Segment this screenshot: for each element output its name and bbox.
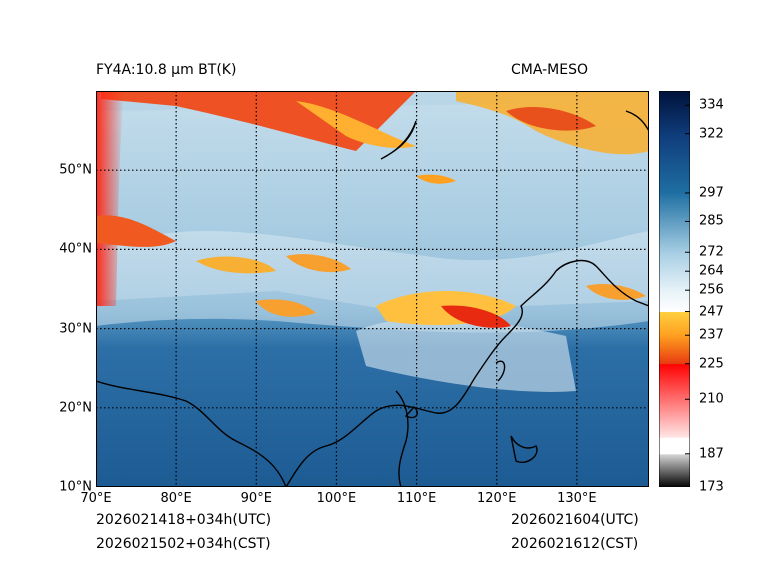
lon-tick-label: 70°E	[80, 491, 112, 506]
colorbar-segment	[659, 290, 690, 313]
map-border	[96, 91, 649, 487]
colorbar-segment	[659, 133, 690, 194]
colorbar-tick-label: 173	[699, 479, 724, 495]
init-time-cst: 2026021502+034h(CST)	[96, 536, 271, 552]
colorbar-segment	[659, 91, 690, 135]
colorbar-tick-label: 334	[699, 97, 724, 113]
colorbar-tick-label: 187	[699, 446, 724, 462]
lat-tick-label: 40°N	[59, 241, 92, 257]
background-field	[96, 91, 649, 487]
colorbar-tick-label: 264	[699, 263, 724, 279]
colorbar-tick-label: 285	[699, 213, 724, 229]
colorbar-tick-label: 225	[699, 356, 724, 372]
lon-tick-label: 110°E	[396, 491, 437, 506]
cold-cloud-regions	[96, 91, 649, 328]
colorbar-tick-label: 272	[699, 244, 724, 260]
lat-tick-label: 10°N	[59, 479, 92, 495]
valid-time-utc: 2026021604(UTC)	[511, 512, 639, 528]
colorbar-segment	[659, 437, 690, 455]
lat-tick-label: 50°N	[59, 162, 92, 178]
lon-tick-label: 120°E	[476, 491, 517, 506]
colorbar-segment	[659, 192, 690, 253]
product-title: FY4A:10.8 µm BT(K)	[96, 62, 237, 78]
colorbar-tick-label: 297	[699, 185, 724, 201]
colorbar-tick-label: 210	[699, 391, 724, 407]
init-time-utc: 2026021418+034h(UTC)	[96, 512, 272, 528]
colorbar-tick-label: 247	[699, 304, 724, 320]
colorbar-tick-label: 322	[699, 126, 724, 142]
satellite-map	[96, 91, 649, 487]
lat-tick-label: 20°N	[59, 400, 92, 416]
lon-tick-label: 80°E	[160, 491, 192, 506]
valid-time-cst: 2026021612(CST)	[511, 536, 639, 552]
lon-tick-label: 90°E	[240, 491, 272, 506]
colorbar-segment	[659, 311, 690, 336]
colorbar-segment	[659, 252, 690, 291]
lat-tick-label: 30°N	[59, 321, 92, 337]
lon-tick-label: 130°E	[557, 491, 597, 506]
colorbar-segment	[659, 363, 690, 438]
model-name: CMA-MESO	[511, 62, 589, 78]
colorbar-segment	[659, 335, 690, 365]
colorbar-tick-label: 256	[699, 282, 724, 298]
lon-tick-label: 100°E	[316, 491, 357, 506]
colorbar-segment	[659, 453, 690, 487]
gridlines	[96, 91, 649, 487]
colorbar	[659, 91, 690, 487]
colorbar-tick-label: 237	[699, 327, 724, 343]
